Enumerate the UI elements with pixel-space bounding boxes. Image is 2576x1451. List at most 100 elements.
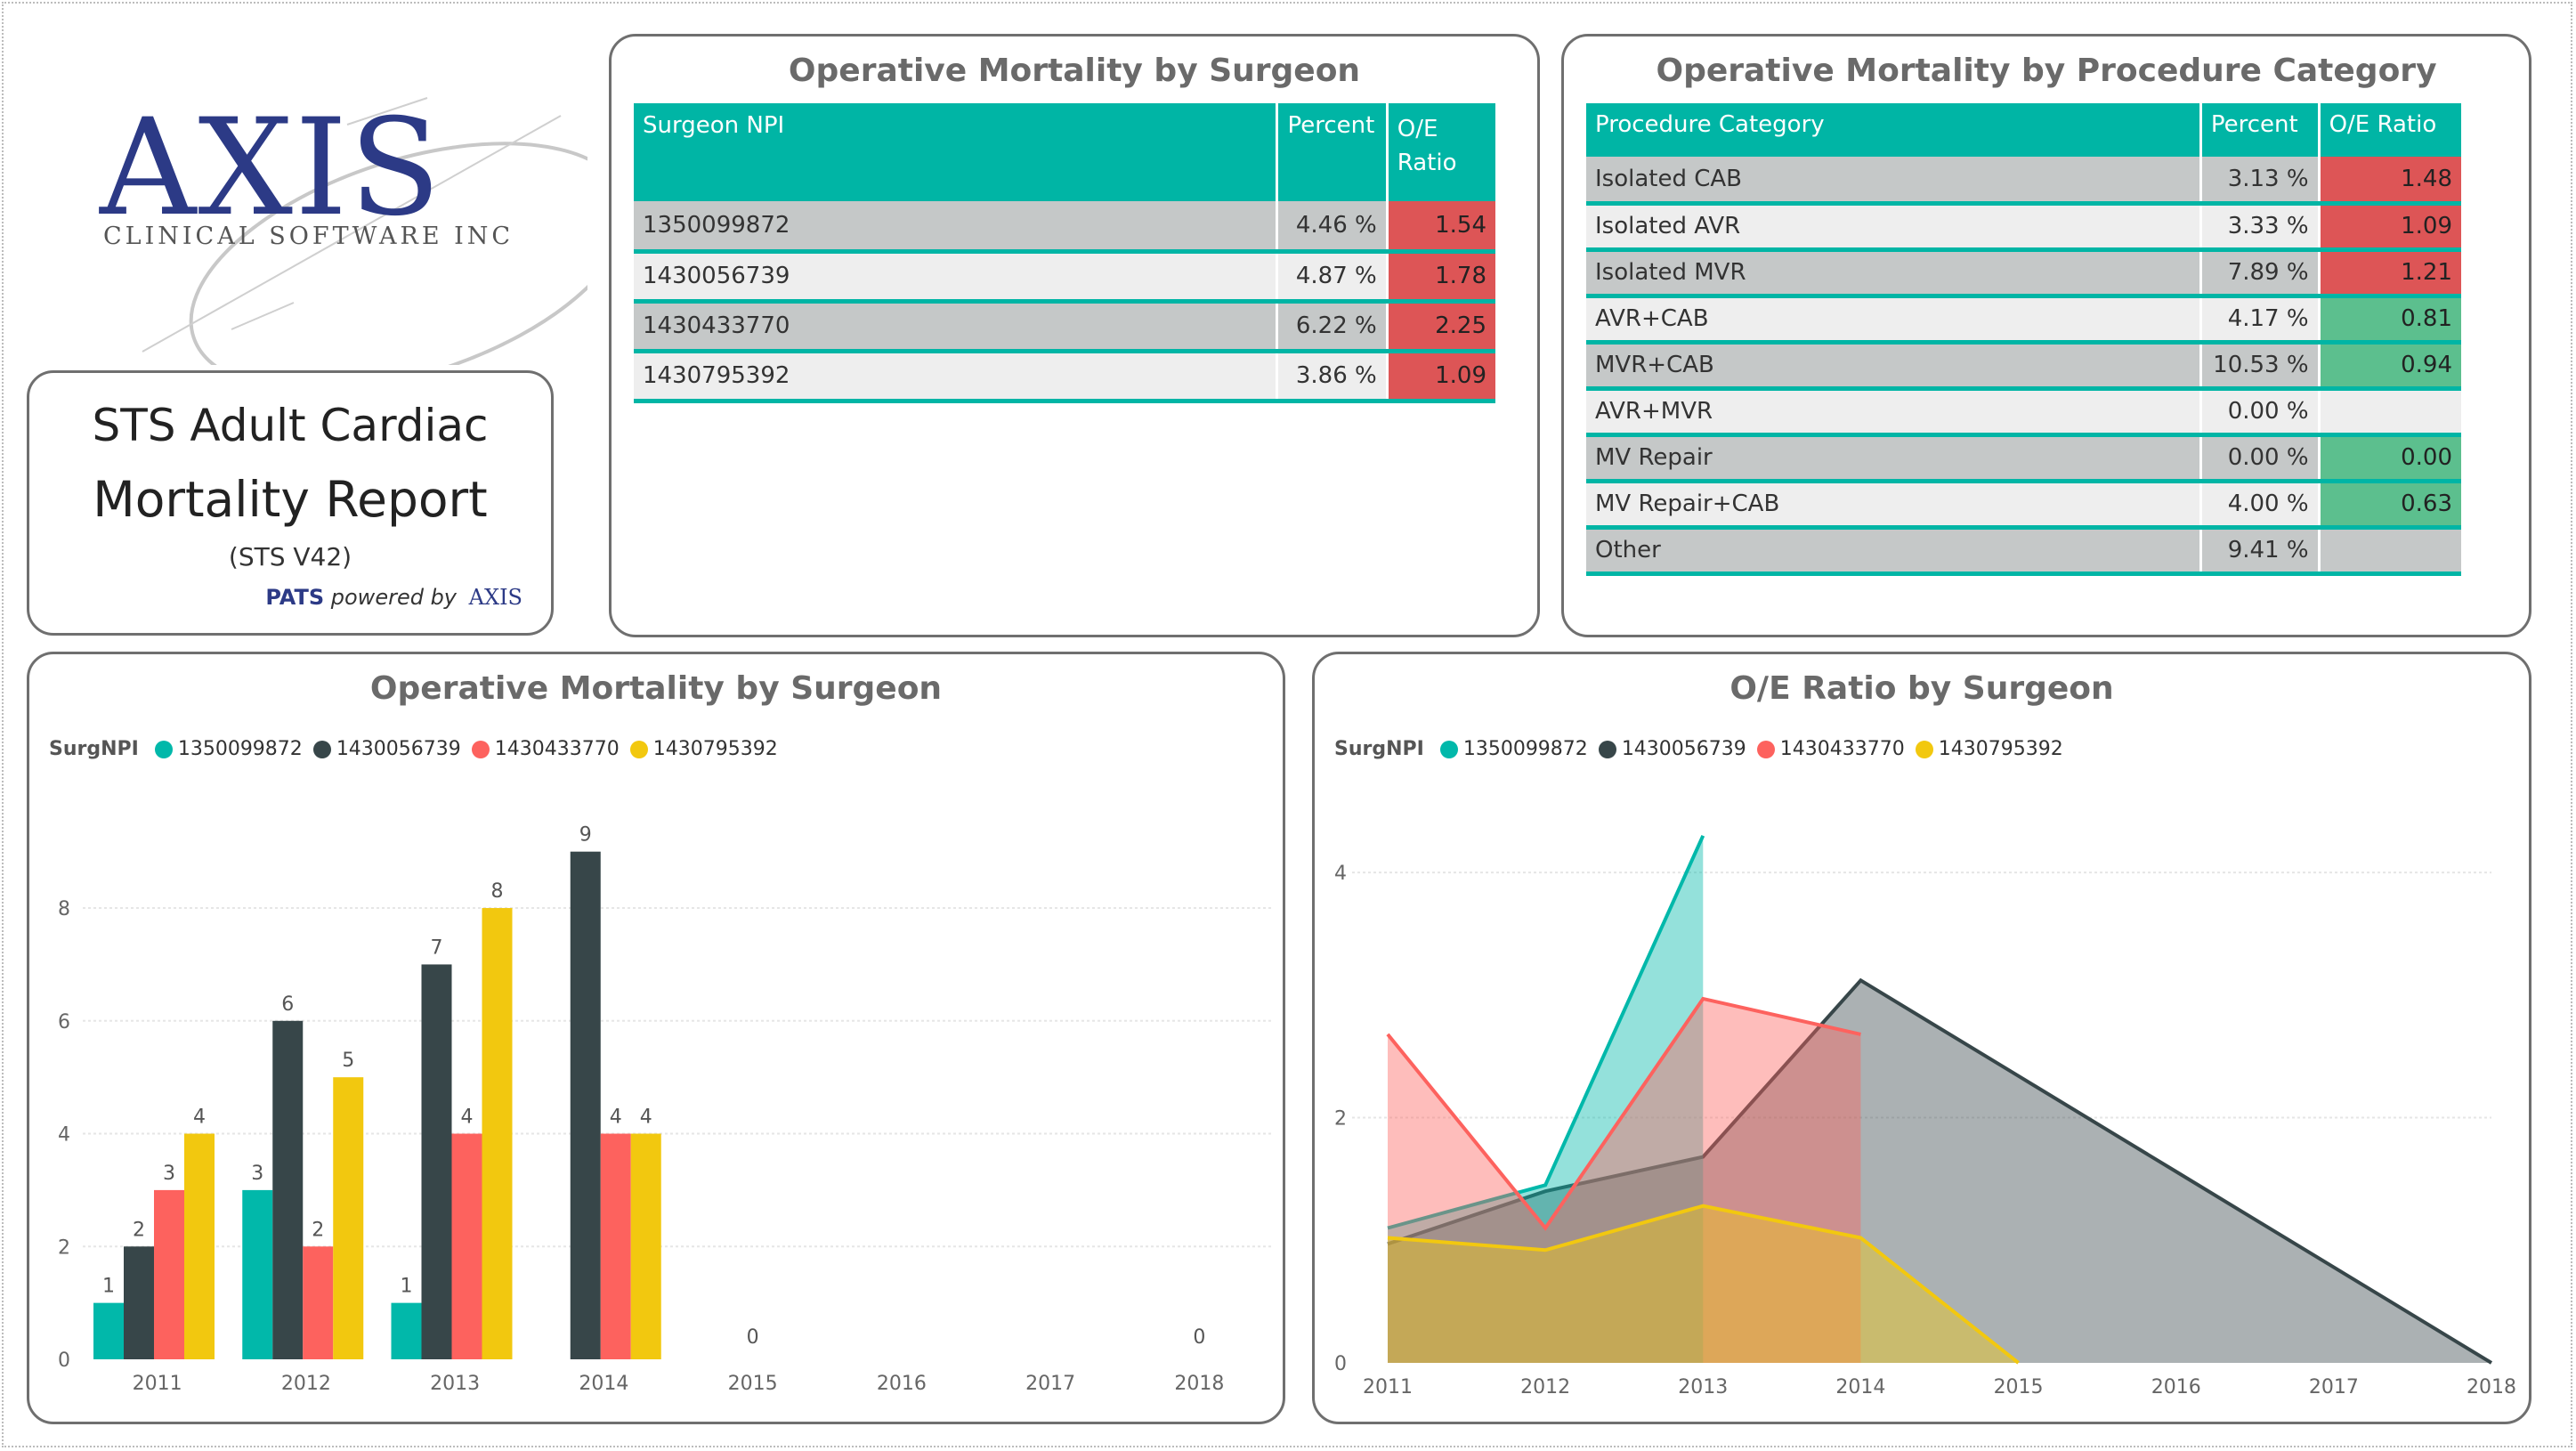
x-tick-label: 2012 [281, 1373, 331, 1395]
series-line[interactable] [1387, 1204, 2020, 1365]
procedure-row[interactable]: AVR+MVR 0.00 % [1586, 388, 2461, 437]
cell-category: AVR+CAB [1586, 296, 2202, 345]
x-tick-label: 2011 [1363, 1376, 1413, 1398]
bar[interactable] [570, 851, 601, 1359]
x-tick-label: 2018 [2467, 1376, 2516, 1398]
x-tick-label: 2011 [133, 1373, 182, 1395]
cell-percent: 4.87 % [1276, 251, 1389, 304]
logo-subtitle: CLINICAL SOFTWARE INC [103, 223, 514, 250]
bar-data-label: 4 [640, 1106, 652, 1129]
bar[interactable] [242, 1189, 273, 1359]
bar-data-label: 6 [281, 993, 294, 1016]
col-header-oe-ratio[interactable]: O/E Ratio [2319, 103, 2461, 157]
area-fill [1388, 1205, 2019, 1363]
bar-data-label: 3 [251, 1163, 263, 1185]
y-tick-label: 4 [1334, 863, 1347, 885]
col-header-percent[interactable]: Percent [1276, 103, 1389, 201]
surgeon-row[interactable]: 1430795392 3.86 % 1.09 [634, 351, 1495, 403]
cell-oe: 2.25 [1387, 301, 1495, 353]
cell-percent: 6.22 % [1276, 301, 1389, 353]
procedure-row[interactable]: Isolated MVR 7.89 % 1.21 [1586, 249, 2461, 298]
legend-title: SurgNPI [1334, 738, 1424, 760]
surgeon-table-title: Operative Mortality by Surgeon [788, 53, 1361, 89]
area-chart-plot: 0 2 4 2011 2012 2013 2014 2015 2016 2017 2018 [1334, 834, 2516, 1398]
legend-item[interactable]: 1430433770 [471, 738, 620, 760]
surgeon-row[interactable]: 1430056739 4.87 % 1.78 [634, 251, 1495, 304]
surgeon-row[interactable]: 1350099872 4.46 % 1.54 [634, 201, 1495, 254]
report-title-line2: Mortality Report [93, 471, 488, 528]
legend-item[interactable]: 1430795392 [1915, 738, 2063, 760]
bar-data-label: 4 [610, 1106, 622, 1129]
bar[interactable] [600, 1133, 631, 1359]
procedure-table: Procedure Category Percent O/E Ratio Iso… [1586, 103, 2461, 576]
bar[interactable] [124, 1246, 154, 1359]
bar[interactable] [630, 1133, 661, 1359]
bar[interactable] [93, 1302, 124, 1359]
cell-oe: 1.21 [2319, 249, 2461, 298]
report-version: (STS V42) [228, 542, 352, 571]
cell-oe [2319, 527, 2461, 576]
legend-item[interactable]: 1430056739 [1598, 738, 1746, 760]
cell-oe: 0.00 [2319, 434, 2461, 483]
legend-item[interactable]: 1430056739 [312, 738, 461, 760]
x-tick-label: 2015 [728, 1373, 778, 1395]
procedure-row[interactable]: MV Repair+CAB 4.00 % 0.63 [1586, 481, 2461, 530]
cell-npi: 1350099872 [634, 201, 1279, 254]
x-tick-label: 2014 [579, 1373, 628, 1395]
cell-oe: 1.54 [1387, 201, 1495, 254]
legend-item[interactable]: 1430795392 [629, 738, 778, 760]
area-fill [1388, 835, 1704, 1363]
cell-oe: 1.78 [1387, 251, 1495, 304]
col-header-procedure-category[interactable]: Procedure Category [1586, 103, 2202, 157]
cell-percent: 9.41 % [2200, 527, 2321, 576]
bar[interactable] [451, 1133, 482, 1359]
cell-oe: 0.94 [2319, 342, 2461, 391]
pats-brand: PATS [265, 585, 325, 610]
bar[interactable] [303, 1246, 334, 1359]
series-line[interactable] [1387, 977, 2493, 1365]
x-tick-label: 2017 [2309, 1376, 2359, 1398]
bar[interactable] [421, 964, 452, 1359]
bar[interactable] [482, 908, 513, 1359]
powered-by-text: powered by [330, 585, 458, 610]
bar[interactable] [333, 1077, 364, 1359]
legend-item[interactable]: 1350099872 [154, 738, 303, 760]
cell-category: Other [1586, 527, 2202, 576]
axis-logo: AXIS CLINICAL SOFTWARE INC [89, 89, 587, 365]
cell-percent: 7.89 % [2200, 249, 2321, 298]
bar-data-label: 3 [163, 1163, 175, 1185]
legend-item[interactable]: 1350099872 [1439, 738, 1588, 760]
area-fill [1388, 980, 2491, 1363]
x-tick-label: 2013 [1678, 1376, 1728, 1398]
series-line[interactable] [1386, 996, 1861, 1231]
bar[interactable] [184, 1133, 215, 1359]
procedure-row[interactable]: Isolated AVR 3.33 % 1.09 [1586, 203, 2461, 252]
cell-npi: 1430056739 [634, 251, 1279, 304]
surgeon-table-panel: Operative Mortality by Surgeon Surgeon N… [609, 34, 1540, 637]
powered-by-logo: AXIS [468, 585, 522, 610]
procedure-row[interactable]: Other 9.41 % [1586, 527, 2461, 576]
procedure-row[interactable]: MVR+CAB 10.53 % 0.94 [1586, 342, 2461, 391]
bar[interactable] [272, 1020, 304, 1359]
y-tick-label: 2 [1334, 1108, 1347, 1131]
series-line[interactable] [1387, 834, 1705, 1230]
bar[interactable] [391, 1302, 422, 1359]
bar-data-label: 4 [461, 1106, 474, 1129]
col-header-percent[interactable]: Percent [2200, 103, 2321, 157]
y-tick-label: 6 [58, 1011, 70, 1034]
y-tick-label: 8 [58, 898, 70, 920]
procedure-row[interactable]: Isolated CAB 3.13 % 1.48 [1586, 157, 2461, 206]
bar-chart-legend: SurgNPI 1350099872 1430056739 1430433770… [49, 738, 789, 760]
bar[interactable] [154, 1189, 184, 1359]
col-header-surgeon-npi[interactable]: Surgeon NPI [634, 103, 1279, 201]
cell-category: MV Repair [1586, 434, 2202, 483]
procedure-row[interactable]: AVR+CAB 4.17 % 0.81 [1586, 296, 2461, 345]
powered-by-badge: PATS powered by AXIS [265, 585, 522, 610]
col-header-oe-ratio[interactable]: O/E Ratio [1387, 103, 1495, 201]
surgeon-row[interactable]: 1430433770 6.22 % 2.25 [634, 301, 1495, 353]
cell-percent: 0.00 % [2200, 388, 2321, 437]
cell-percent: 3.13 % [2200, 157, 2321, 206]
procedure-row[interactable]: MV Repair 0.00 % 0.00 [1586, 434, 2461, 483]
legend-item[interactable]: 1430433770 [1756, 738, 1905, 760]
x-tick-label: 2018 [1174, 1373, 1224, 1395]
